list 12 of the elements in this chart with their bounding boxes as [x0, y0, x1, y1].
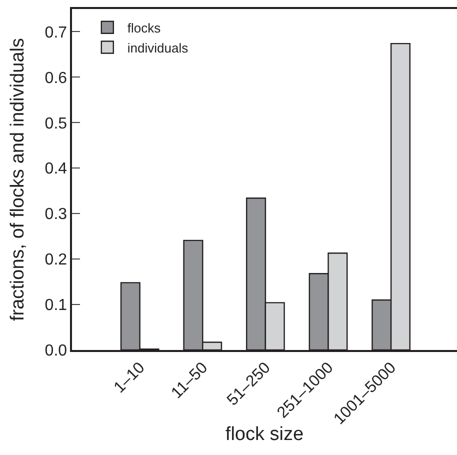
y-tick-label: 0.4 [44, 160, 68, 178]
y-tick-label: 0.1 [44, 297, 68, 314]
y-tick-label: 0.0 [44, 342, 68, 360]
legend-label: individuals [127, 40, 189, 56]
y-tick-label: 0.6 [44, 70, 68, 87]
y-axis-title: fractions, of flocks and individuals [8, 38, 28, 322]
y-tick-label: 0.2 [44, 252, 68, 269]
y-tick-label: 0.7 [44, 24, 68, 42]
x-axis-title: flock size [225, 424, 304, 445]
y-tick-label: 0.5 [44, 115, 68, 132]
legend-label: flocks [127, 20, 162, 36]
y-tick-label: 0.3 [44, 206, 68, 224]
